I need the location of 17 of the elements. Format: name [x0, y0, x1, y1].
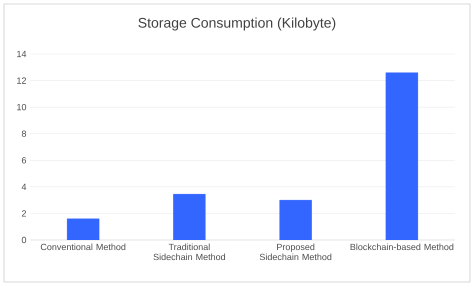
x-tick-label: Blockchain-based Method: [350, 244, 454, 250]
y-tick-label: 4: [22, 184, 26, 190]
bar: [173, 194, 206, 240]
y-tick-label: 6: [22, 157, 26, 164]
y-tick-label: 8: [22, 130, 26, 137]
bar: [279, 200, 312, 240]
bar: [66, 218, 100, 240]
x-tick-label: Conventional Method: [40, 244, 126, 250]
y-tick-label: 10: [17, 104, 26, 110]
y-tick-label: 0: [22, 236, 26, 244]
y-tick-label: 14: [17, 50, 26, 58]
chart-title: Storage Consumption (Kilobyte): [138, 17, 336, 31]
x-tick-label: Proposed Sidechain Method: [260, 244, 332, 260]
bar: [386, 72, 418, 240]
x-tick-label: Traditional Sidechain Method: [154, 244, 226, 260]
y-tick-label: 2: [22, 210, 26, 217]
y-tick-label: 12: [17, 77, 26, 84]
